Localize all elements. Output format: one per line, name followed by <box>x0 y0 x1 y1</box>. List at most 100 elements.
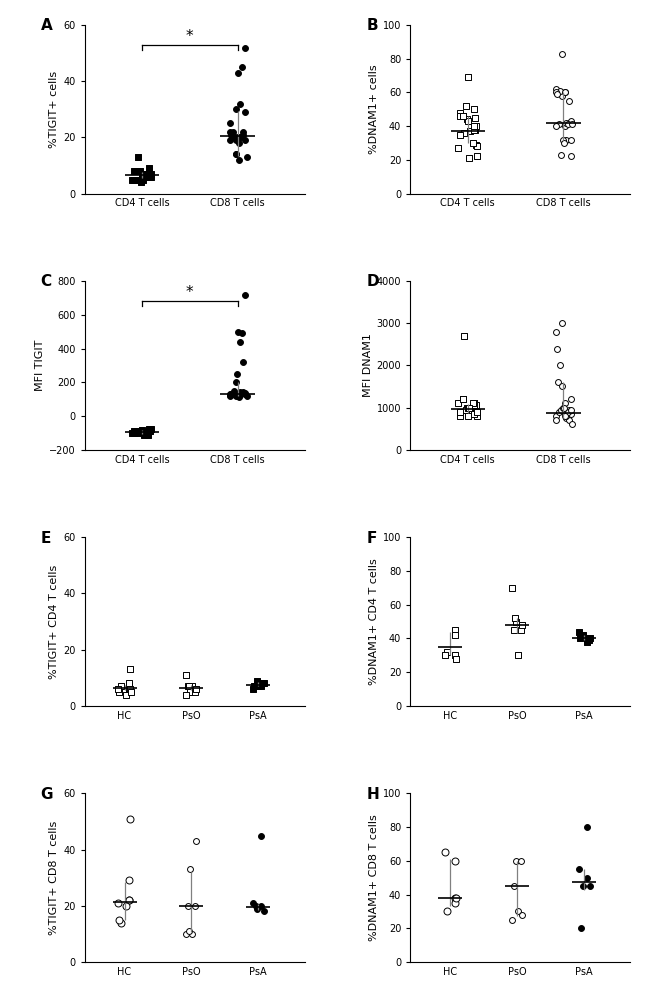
Point <box>241 388 252 404</box>
Point <box>238 126 248 142</box>
Point <box>143 427 153 443</box>
Point <box>112 895 123 911</box>
Point <box>234 129 244 145</box>
Point <box>239 386 250 402</box>
Point <box>127 425 138 441</box>
Point <box>185 862 196 878</box>
Point <box>237 326 248 342</box>
Point <box>471 136 481 152</box>
Point <box>558 135 569 151</box>
Point <box>566 402 576 418</box>
Text: H: H <box>367 787 379 802</box>
Point <box>230 101 240 117</box>
Point <box>513 904 523 920</box>
Point <box>585 878 595 894</box>
Point <box>146 422 157 438</box>
Point <box>133 425 143 441</box>
Point <box>129 171 140 187</box>
Point <box>469 406 479 422</box>
Y-axis label: %DNAM1+ CD4 T cells: %DNAM1+ CD4 T cells <box>369 558 379 685</box>
Point <box>136 168 147 184</box>
Point <box>449 627 460 643</box>
Point <box>453 140 463 156</box>
Point <box>450 647 460 663</box>
Point <box>256 675 266 691</box>
Point <box>121 898 131 914</box>
Point <box>450 853 460 869</box>
Point <box>517 907 527 923</box>
Point <box>469 402 480 418</box>
Point <box>563 116 573 132</box>
Point <box>240 385 250 401</box>
Point <box>560 406 571 422</box>
Y-axis label: %DNAM1+ CD8 T cells: %DNAM1+ CD8 T cells <box>369 815 379 941</box>
Point <box>463 400 474 416</box>
Point <box>471 398 481 414</box>
Point <box>551 118 561 134</box>
Point <box>566 391 576 407</box>
Point <box>144 423 154 439</box>
Point <box>552 341 562 357</box>
Point <box>184 923 194 939</box>
Point <box>510 610 520 626</box>
Point <box>137 171 148 187</box>
Point <box>139 427 150 443</box>
Point <box>129 424 140 440</box>
Point <box>233 324 243 340</box>
Point <box>506 580 517 596</box>
Point <box>566 131 576 147</box>
Point <box>124 892 134 908</box>
Point <box>146 422 156 438</box>
Point <box>463 408 473 424</box>
Point <box>469 396 479 412</box>
Text: *: * <box>186 29 194 43</box>
Point <box>442 644 452 660</box>
Point <box>564 412 574 428</box>
Y-axis label: MFI TIGIT: MFI TIGIT <box>34 340 45 391</box>
Point <box>253 678 263 694</box>
Point <box>229 129 240 145</box>
Point <box>181 667 191 683</box>
Point <box>144 160 154 176</box>
Point <box>116 915 127 931</box>
Point <box>469 404 480 420</box>
Point <box>249 678 259 694</box>
Point <box>143 425 153 441</box>
Point <box>143 425 153 441</box>
Point <box>256 898 266 914</box>
Point <box>143 168 153 184</box>
Point <box>142 166 153 182</box>
Point <box>241 149 252 165</box>
Y-axis label: %DNAM1+ cells: %DNAM1+ cells <box>369 64 379 154</box>
Point <box>472 148 482 164</box>
Point <box>458 391 469 407</box>
Point <box>257 675 268 691</box>
Point <box>468 396 478 412</box>
Point <box>582 870 592 886</box>
Point <box>187 678 198 694</box>
Point <box>555 83 566 99</box>
Point <box>132 163 142 179</box>
Point <box>471 118 482 134</box>
Text: D: D <box>367 275 379 290</box>
Point <box>552 86 562 102</box>
Point <box>239 104 250 120</box>
Point <box>143 425 153 441</box>
Point <box>578 878 588 894</box>
Point <box>126 683 136 699</box>
Point <box>551 84 561 100</box>
Point <box>439 845 450 861</box>
Point <box>129 425 139 441</box>
Point <box>560 84 571 100</box>
Point <box>234 389 244 405</box>
Point <box>231 387 241 403</box>
Point <box>225 388 235 404</box>
Point <box>555 358 566 374</box>
Point <box>450 890 460 906</box>
Point <box>225 386 235 402</box>
Point <box>439 845 450 861</box>
Point <box>124 675 134 691</box>
Point <box>235 385 246 401</box>
Point <box>125 811 136 827</box>
Point <box>240 287 250 303</box>
